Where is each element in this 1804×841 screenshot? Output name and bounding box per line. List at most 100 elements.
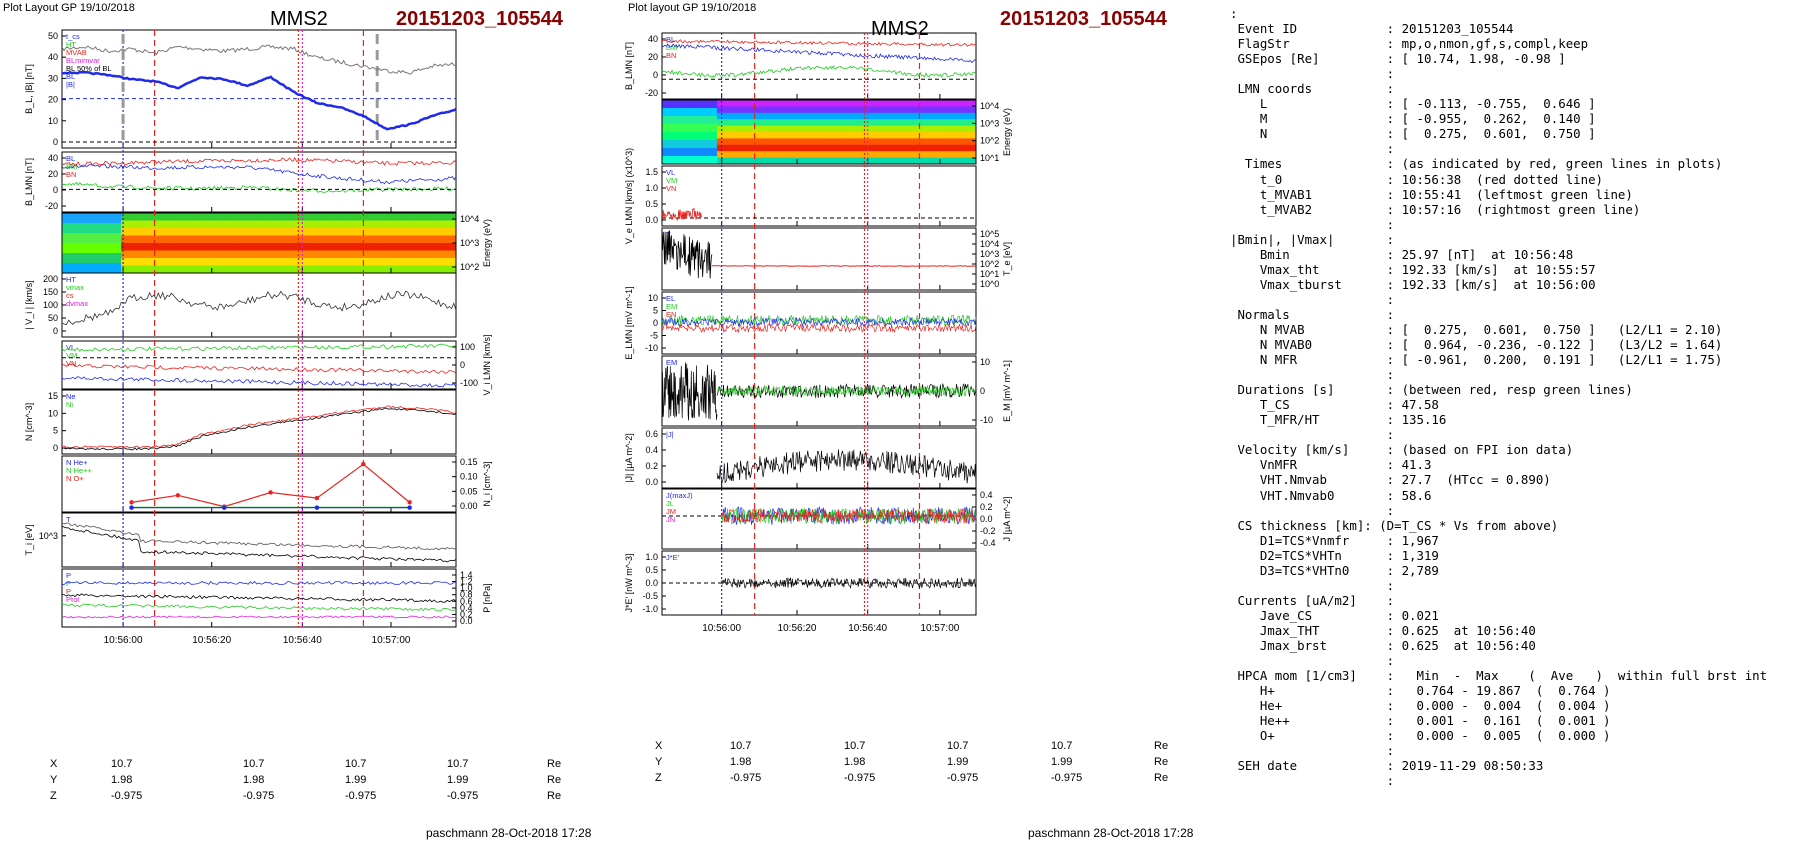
right-spec-cell xyxy=(697,140,702,149)
left-spec-cell xyxy=(446,243,452,251)
right-ytick-label: 0.5 xyxy=(645,565,658,575)
right-spec-cell xyxy=(807,106,812,114)
left-spec-cell xyxy=(347,258,354,266)
left-spec-cell xyxy=(190,243,196,251)
left-spec-cell xyxy=(204,228,211,236)
right-spec-cell xyxy=(834,132,840,139)
right-spec-cell xyxy=(697,132,702,141)
left-spec-cell xyxy=(214,243,221,251)
right-spec-cell xyxy=(728,132,734,139)
left-spec-cell xyxy=(126,265,132,274)
right-spec-cell xyxy=(854,132,859,139)
left-spec-cell xyxy=(436,228,442,236)
left-spec-cell xyxy=(165,213,171,221)
left-spec-cell xyxy=(293,265,299,274)
left-legend-entry: VL xyxy=(66,343,75,352)
left-spec-cell xyxy=(66,223,73,234)
left-legend-entry: BLmimvar xyxy=(66,56,100,65)
right-spec-cell xyxy=(764,157,769,165)
right-spec-cell xyxy=(693,140,698,149)
right-spec-cell xyxy=(771,144,777,152)
right-spec-cell xyxy=(665,148,671,157)
right-spec-cell xyxy=(893,157,898,165)
right-spec-cell xyxy=(740,119,745,127)
pos-value: -0.975 xyxy=(111,790,143,802)
left-legend-entry: T xyxy=(66,515,71,524)
right-spec-cell xyxy=(924,112,930,120)
left-legend-entry: P xyxy=(66,579,71,588)
right-spec-cell xyxy=(760,106,765,114)
left-spec-cell xyxy=(160,265,166,274)
left-spec-cell xyxy=(111,223,117,234)
left-spec-cell xyxy=(411,235,418,244)
right-spec-cell xyxy=(956,132,961,139)
left-spec-cell xyxy=(229,265,235,274)
right-ytick-label: 0.2 xyxy=(980,502,993,512)
left-spec-cell xyxy=(421,220,427,229)
info-line: : xyxy=(1230,743,1395,759)
right-spec-cell xyxy=(689,132,694,141)
left-legend-entry: vmax xyxy=(66,283,84,292)
left-spec-cell xyxy=(66,213,73,224)
right-spec-cell xyxy=(917,106,922,114)
right-spec-cell xyxy=(909,157,914,165)
right-spec-cell xyxy=(752,138,757,146)
left-hpca-point xyxy=(314,505,320,510)
right-spec-cell xyxy=(948,112,953,120)
right-spec-cell xyxy=(771,125,777,133)
right-spec-cell xyxy=(716,132,722,139)
right-spec-cell xyxy=(716,138,722,146)
right-spec-cell xyxy=(846,157,851,165)
right-spec-cell xyxy=(932,106,938,114)
right-spec-cell xyxy=(693,148,698,157)
left-spec-cell xyxy=(273,220,280,229)
left-spec-cell xyxy=(327,213,334,221)
right-spec-cell xyxy=(870,119,875,127)
left-panel-6: 0.150.100.050.00 N_i [cm^-3]N He+N He++N … xyxy=(61,455,492,513)
right-spec-cell xyxy=(811,119,816,127)
left-spec-cell xyxy=(323,250,329,259)
right-spec-cell xyxy=(716,157,722,165)
right-spec-cell xyxy=(952,151,957,159)
right-spec-cell xyxy=(960,112,965,120)
left-spec-cell xyxy=(140,265,147,274)
left-spec-cell xyxy=(446,228,452,236)
right-spec-cell xyxy=(744,100,749,107)
right-spec-cell xyxy=(736,144,741,152)
left-spec-cell xyxy=(224,250,230,259)
right-spec-cell xyxy=(819,100,824,107)
left-spec-cell xyxy=(209,250,216,259)
right-spec-cell xyxy=(924,151,930,159)
left-spec-cell xyxy=(283,265,290,274)
right-spec-cell xyxy=(689,140,694,149)
right-spec-cell xyxy=(724,119,730,127)
left-spec-cell xyxy=(224,243,230,251)
left-spec-cell xyxy=(91,243,97,254)
right-spec-cell xyxy=(936,119,942,127)
left-spec-cell xyxy=(382,258,388,266)
info-line: D2=TCS*VHTn : 1,319 xyxy=(1230,547,1439,563)
info-line: GSEpos [Re] : [ 10.74, 1.98, -0.98 ] xyxy=(1230,51,1566,67)
left-spec-cell xyxy=(224,258,230,266)
right-spec-cell xyxy=(787,100,793,107)
left-spec-cell xyxy=(387,213,393,221)
right-spec-cell xyxy=(968,112,973,120)
right-spec-cell xyxy=(944,157,950,165)
left-spec-cell xyxy=(66,233,73,244)
right-spec-cell xyxy=(811,100,816,107)
left-spec-cell xyxy=(441,258,447,266)
right-spec-cell xyxy=(756,138,761,146)
left-spec-cell xyxy=(62,223,68,234)
left-spec-cell xyxy=(273,235,280,244)
right-spec-cell xyxy=(873,100,879,107)
right-spec-cell xyxy=(685,124,690,133)
right-spec-cell xyxy=(873,119,879,127)
pos-value: 10.7 xyxy=(345,758,367,770)
right-ylabel: T_e [eV] xyxy=(1002,242,1012,276)
left-ylabel: P [nPa] xyxy=(482,583,492,612)
right-spec-cell xyxy=(842,112,847,120)
right-spec-cell xyxy=(724,157,730,165)
left-spec-cell xyxy=(446,265,452,274)
right-spec-cell xyxy=(736,157,741,165)
right-spec-cell xyxy=(921,119,926,127)
